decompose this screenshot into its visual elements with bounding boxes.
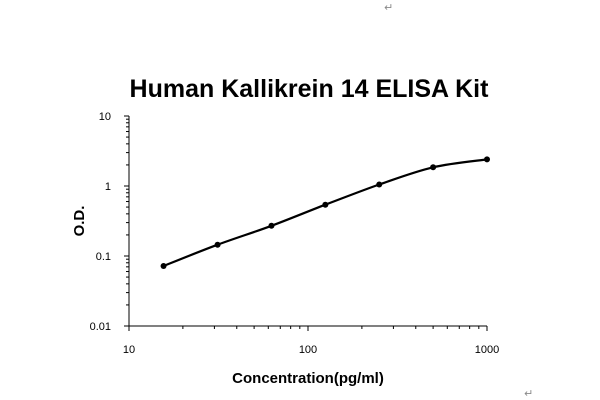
paragraph-mark-top: ↵ xyxy=(384,1,393,14)
data-point xyxy=(484,156,490,163)
series-line xyxy=(163,158,488,268)
data-point xyxy=(160,262,167,269)
paragraph-mark-bottom: ↵ xyxy=(524,387,533,400)
data-point xyxy=(268,222,275,229)
x-tick-label: 10 xyxy=(123,344,135,356)
data-point xyxy=(430,164,437,171)
x-tick-label: 1000 xyxy=(475,344,499,356)
chart-title: Human Kallikrein 14 ELISA Kit xyxy=(130,75,490,103)
y-axis-label: O.D. xyxy=(71,206,88,237)
y-tick-label: 0.1 xyxy=(96,251,111,263)
y-tick-label: 0.01 xyxy=(90,321,111,333)
data-point xyxy=(322,201,329,208)
x-axis-label: Concentration(pg/ml) xyxy=(232,370,384,387)
x-tick-label: 100 xyxy=(299,344,317,356)
plot-area: 0.01 0.1 1 10 10 100 1000 xyxy=(90,111,500,356)
y-tick-label: 1 xyxy=(105,181,111,193)
y-tick-label: 10 xyxy=(99,111,111,123)
data-point xyxy=(214,241,221,248)
data-point xyxy=(376,181,383,188)
